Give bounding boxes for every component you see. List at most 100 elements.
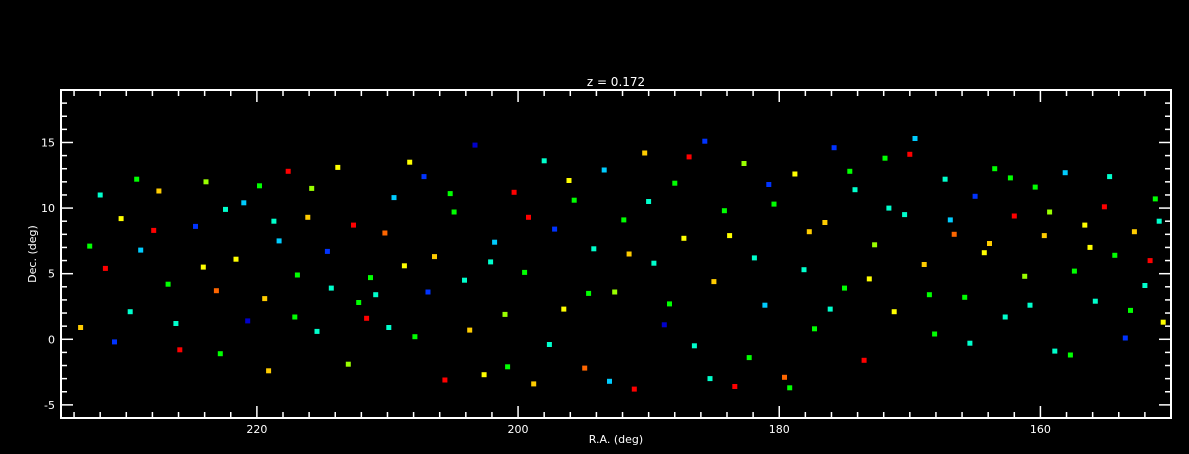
data-point [762,302,768,308]
data-point [425,289,431,295]
data-point [266,368,272,374]
data-point [531,381,537,387]
data-point [907,151,913,157]
x-tick-label: 180 [769,423,790,436]
x-tick-label: 200 [508,423,529,436]
data-point [309,185,315,191]
data-point [651,260,657,266]
data-point [1160,319,1166,325]
data-point [1131,229,1137,235]
data-point [138,247,144,253]
data-point [472,142,478,148]
data-point [891,309,897,315]
data-point [1052,348,1058,354]
data-point [505,364,511,370]
data-point [200,264,206,270]
data-point [661,322,667,328]
data-point [335,164,341,170]
data-point [732,384,738,389]
data-point [351,222,356,228]
data-point [1107,174,1113,180]
data-point [156,188,162,194]
data-point [782,374,787,380]
data-point [364,315,370,321]
data-point [872,242,878,248]
data-point [127,309,133,315]
data-point [981,250,987,256]
data-point [691,343,697,349]
data-point [1082,222,1088,228]
data-point [787,385,793,391]
data-point [1112,252,1118,258]
data-point [852,187,858,193]
data-point [177,347,183,353]
data-point [294,272,300,278]
data-point [386,325,392,330]
data-point [866,276,872,282]
data-point [314,328,320,334]
data-point [368,275,373,281]
data-point [607,378,612,384]
data-point [1032,184,1038,190]
data-point [356,300,362,305]
y-tick-label: 15 [41,136,55,149]
data-point [1092,298,1098,304]
data-point [1087,244,1093,250]
data-point [847,168,853,174]
data-point [151,227,157,233]
data-point [1142,283,1148,288]
data-point [87,243,93,249]
data-point [626,251,632,257]
data-point [407,159,413,165]
data-point [1062,170,1068,176]
data-point [203,179,209,185]
x-axis-label: R.A. (deg) [589,433,643,446]
data-point [801,267,807,273]
data-point [292,314,298,320]
x-tick-label: 220 [246,423,267,436]
data-point [217,351,223,357]
data-point [571,197,577,203]
data-point [1122,335,1128,341]
data-point [992,166,998,172]
data-point [822,220,828,225]
data-point [481,372,487,378]
data-point [942,176,948,182]
data-point [766,182,772,187]
data-point [842,285,847,291]
data-point [345,361,351,367]
data-point [951,231,957,237]
data-point [912,136,918,141]
data-point [921,262,927,267]
data-point [751,255,757,261]
data-point [932,331,938,337]
data-point [672,180,678,186]
data-point [771,201,777,207]
data-point [78,325,84,330]
data-point [442,377,448,383]
y-tick-label: -5 [44,399,55,412]
data-points [78,136,1166,392]
data-point [213,288,219,294]
data-point [305,214,311,220]
data-point [967,340,973,346]
data-point [102,265,108,271]
data-point [1071,268,1077,274]
data-point [552,226,558,232]
data-point [681,235,687,241]
data-point [1101,204,1107,210]
data-point [401,263,407,269]
data-point [1002,314,1008,320]
data-point [902,212,908,218]
data-point [741,161,747,166]
data-point [1027,302,1033,308]
data-point [412,334,418,340]
data-point [561,306,567,312]
data-point [1011,213,1017,219]
data-point [707,376,713,382]
data-point [488,259,494,265]
data-point [526,214,531,220]
data-point [285,168,291,174]
data-point [721,208,727,214]
